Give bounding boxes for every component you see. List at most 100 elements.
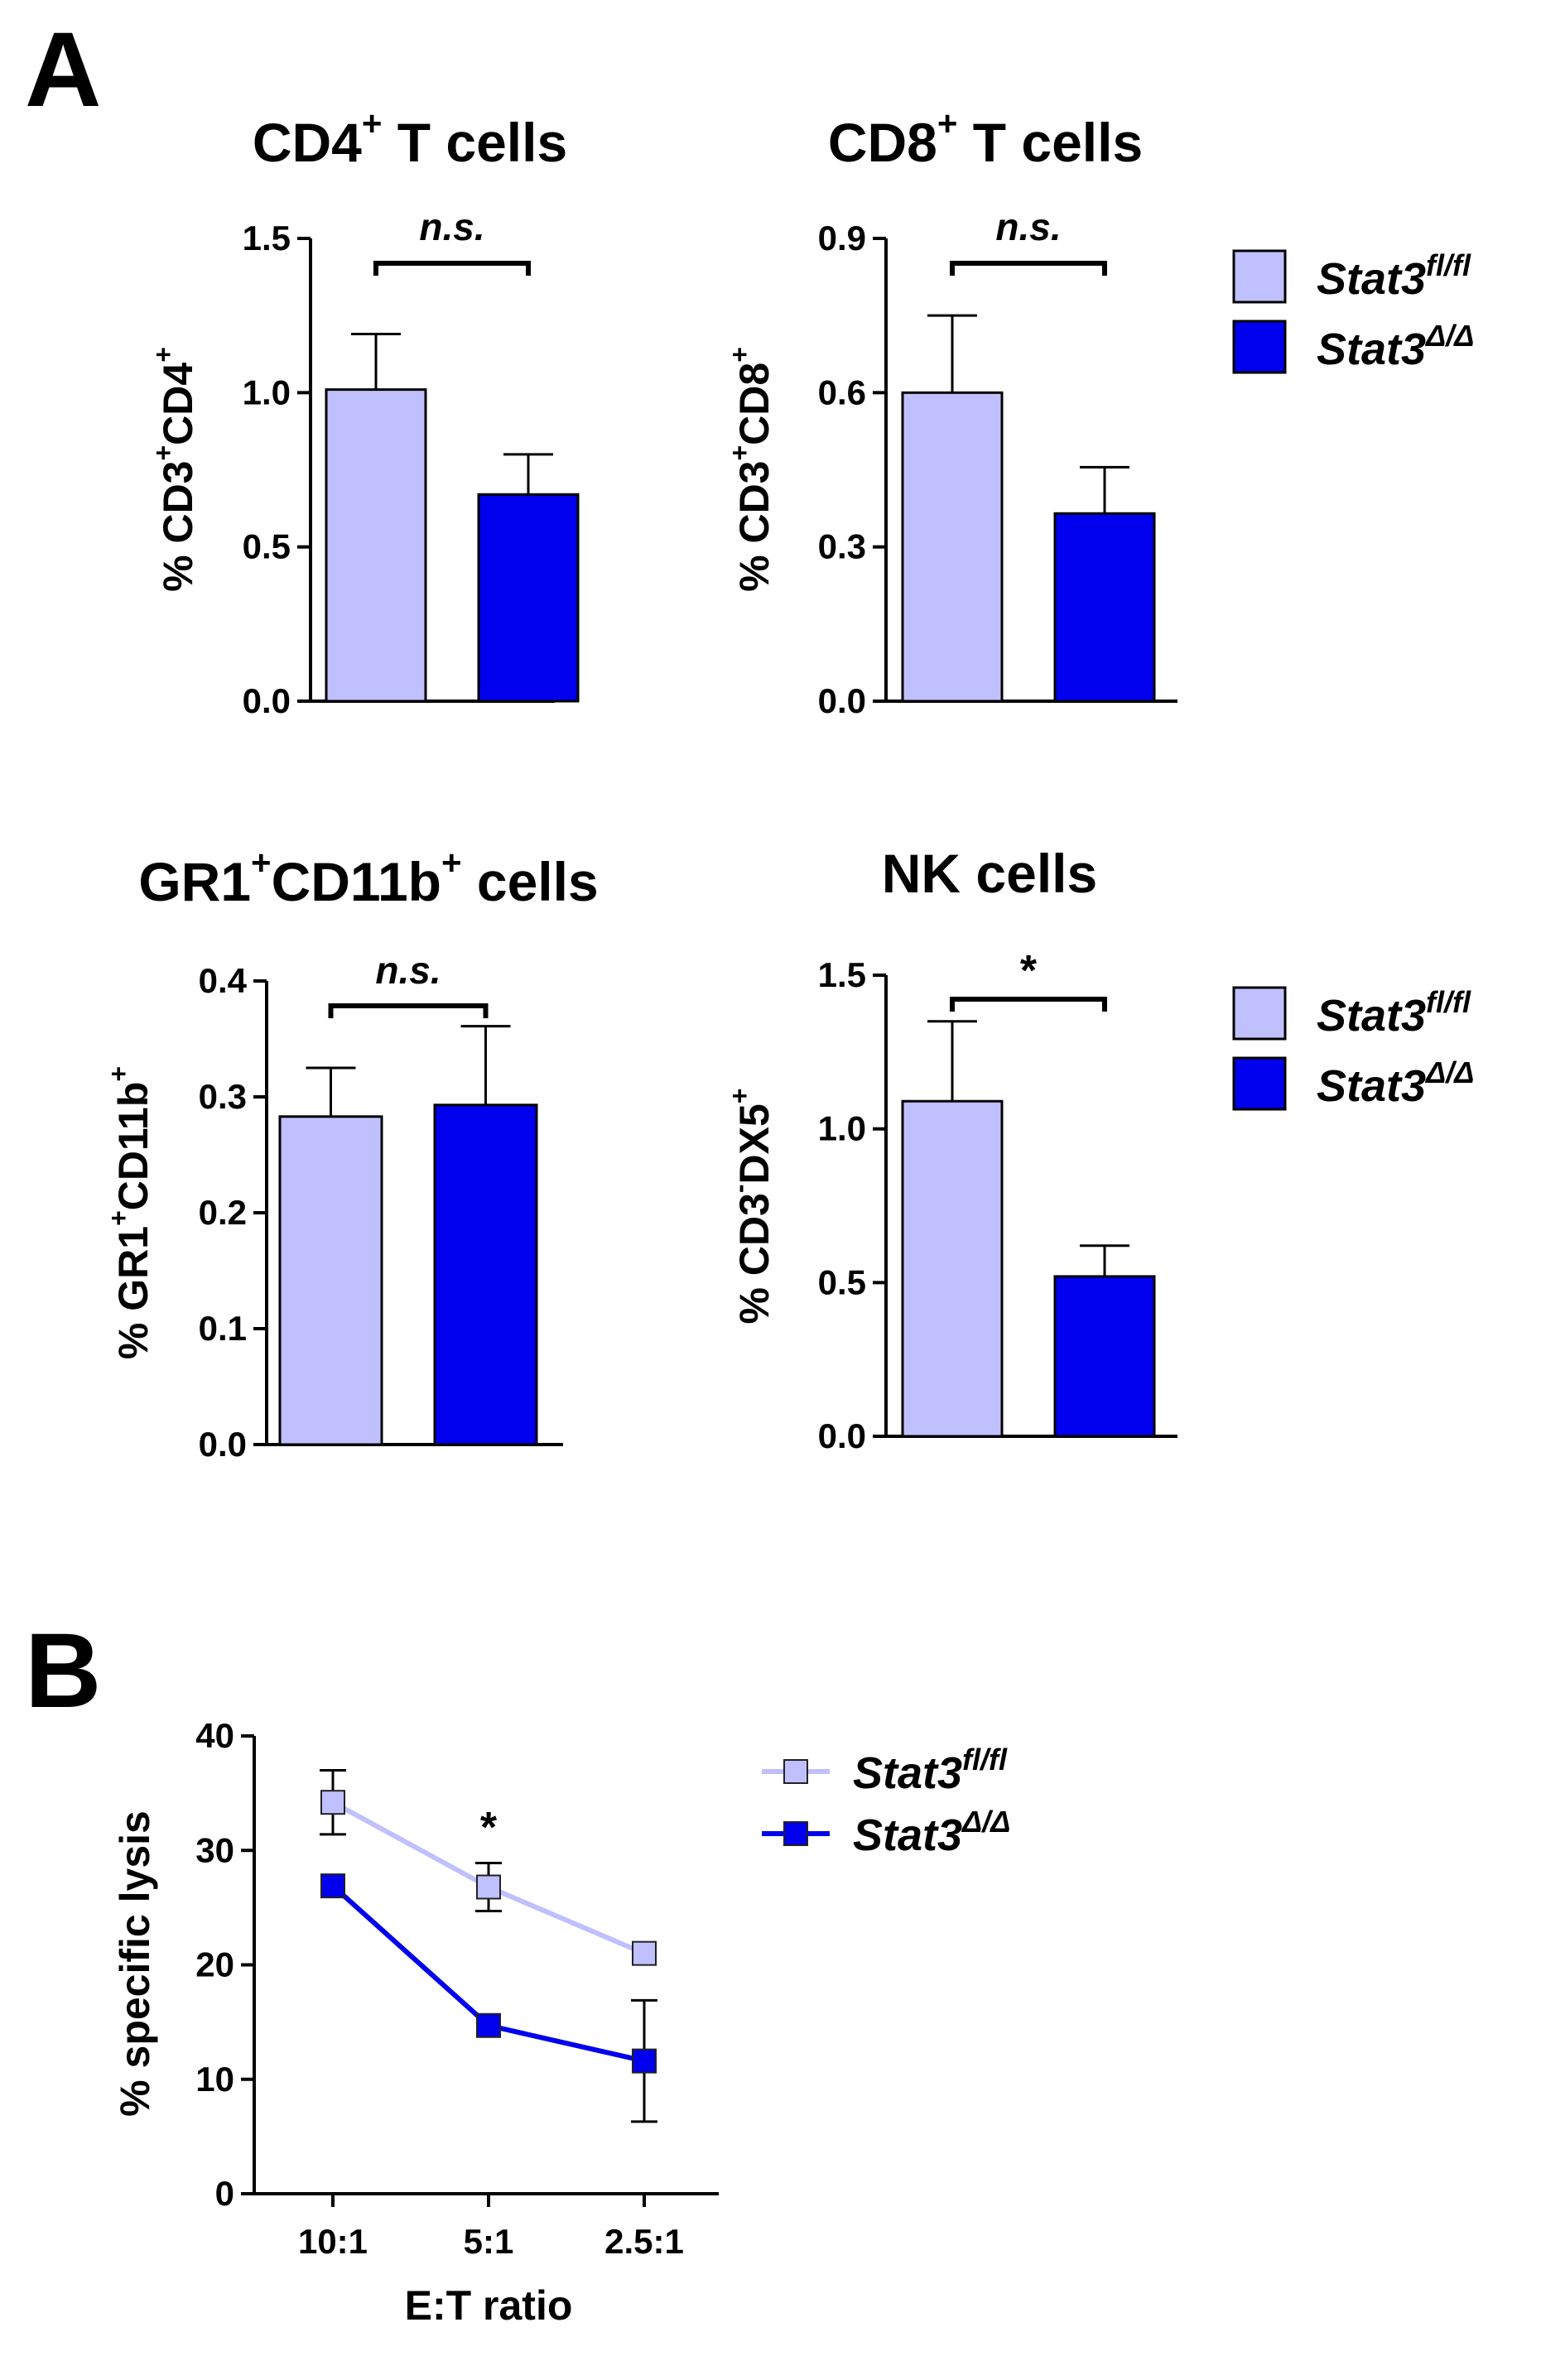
y-axis-label-sup: + [725,1089,754,1104]
legend-stat3-delta-delta-label-sup: Δ/Δ [961,1805,1010,1839]
y-axis-label-sup: - [725,1184,754,1193]
x-tick-label: 10:1 [298,2222,368,2261]
chart-title: CD8+ T cells [828,104,1143,174]
y-tick-label: 0.0 [818,1416,866,1455]
bar-stat3-delta-delta [1053,512,1156,703]
chart-title-sup: + [937,104,958,143]
y-axis-label-part: % GR1 [110,1226,157,1359]
y-tick-label: 30 [195,1830,234,1869]
chart-title-part: GR1 [138,851,251,912]
y-axis-label-part: CD11b [110,1082,157,1211]
chart-cd8-t-cells: CD8+ T cells% CD3+CD8+0.00.30.60.9 n.s. [725,104,1177,720]
y-tick-label: 0.5 [243,527,291,566]
series-stat3-delta-delta-point [320,1873,345,1899]
y-tick-label: 0 [215,2174,234,2213]
y-tick-label: 0.4 [199,961,248,1000]
legend-stat3-fl-fl-swatch [1232,986,1287,1041]
legend-stat3-fl-fl-label-sup: fl/fl [1426,985,1471,1019]
y-tick-label: 0.3 [818,527,866,566]
y-tick-label: 1.0 [243,373,291,411]
chart-title: GR1+CD11b+ cells [138,844,598,913]
bar-stat3-delta-delta [477,493,580,703]
y-tick-label: 0.3 [199,1077,247,1116]
legend-stat3-delta-delta-label: Stat3Δ/Δ [1317,319,1474,374]
series-stat3-delta-delta-point [632,2048,657,2074]
bar-stat3-fl-fl [278,1115,383,1446]
legend-stat3-delta-delta-label: Stat3Δ/Δ [853,1805,1010,1860]
y-tick-label: 0.2 [199,1193,247,1232]
y-tick-label: 0.6 [818,373,866,411]
legend-stat3-fl-fl-label-sup: fl/fl [962,1743,1008,1777]
y-axis-label: % CD3+CD4+ [148,347,201,592]
chart-title-part: NK cells [882,843,1097,904]
x-tick-label: 2.5:1 [604,2222,684,2261]
legend-stat3-delta-delta-label-base: Stat3 [1317,325,1426,374]
y-axis-label-part: CD8 [731,363,778,445]
legend-stat3-delta-delta-label-sup: Δ/Δ [1424,319,1474,353]
legend-stat3-fl-fl-label-base: Stat3 [1317,991,1426,1041]
y-tick-label: 1.5 [818,955,866,994]
bar-stat3-delta-delta [433,1103,538,1446]
legend-stat3-delta-delta-swatch [1232,320,1287,374]
chart-title-sup: + [362,104,383,143]
x-axis-label: E:T ratio [405,2282,573,2329]
chart-title-part: CD8 [828,112,937,173]
y-axis-label: % CD3+CD8+ [725,347,778,592]
y-axis-label-sup: + [104,1066,133,1082]
legend-stat3-fl-fl-swatch-marker [783,1759,808,1784]
series-stat3-fl-fl-point [476,1874,501,1900]
chart-title: NK cells [882,843,1097,904]
chart-title: CD4+ T cells [253,104,567,174]
y-axis-label: % GR1+CD11b+ [104,1066,157,1359]
chart-gr1-cd11b-cells: GR1+CD11b+ cells% GR1+CD11b+0.00.10.20.3… [104,844,599,1464]
series-stat3-delta-delta-point [476,2012,501,2038]
y-tick-label: 0.9 [818,219,866,257]
y-tick-label: 20 [195,1945,234,1984]
legend-stat3-fl-fl-label: Stat3fl/fl [1317,985,1471,1041]
y-axis-label: % specific lysis [112,1810,158,2117]
y-tick-label: 40 [195,1716,234,1755]
significance-label: * [1020,947,1038,995]
y-tick-label: 1.5 [243,219,291,257]
y-tick-label: 0.1 [199,1309,247,1348]
chart-title-part: T cells [382,112,567,173]
bar-stat3-fl-fl [901,1099,1004,1438]
chart-title-part: CD4 [253,112,362,173]
significance-label: * [480,1804,498,1852]
chart-cd4-t-cells: CD4+ T cells % CD3+CD4+ 0.0 0.5 1.0 1.5 n.s. [148,104,580,720]
legend-stat3-fl-fl-label-sup: fl/fl [1426,248,1471,282]
legend-stat3-fl-fl-label-base: Stat3 [1317,254,1426,304]
significance-bracket [950,261,1107,276]
y-axis-label-part: % CD3 [155,461,201,592]
y-tick-label: 0.0 [199,1425,247,1464]
y-axis-label-sup: + [104,1210,133,1226]
legend-stat3-delta-delta-label-sup: Δ/Δ [1424,1055,1474,1089]
legend-stat3-delta-delta-swatch [1232,1056,1287,1111]
chart-title-sup: + [251,844,272,882]
legend-stat3-delta-delta-label-base: Stat3 [853,1810,962,1860]
y-tick-label: 1.0 [818,1109,866,1148]
chart-title-sup: + [441,844,462,882]
legend-stat3-fl-fl-swatch [1232,249,1287,304]
significance-label: n.s. [995,205,1061,248]
legend-stat3-fl-fl-label-base: Stat3 [853,1748,962,1798]
significance-bracket [950,997,1107,1012]
significance-label: n.s. [375,949,441,992]
y-axis-label-part: DX5 [731,1103,778,1184]
y-axis-label-part: % CD3 [731,461,778,592]
chart-title-part: cells [462,851,599,912]
legend-stat3-fl-fl-label: Stat3fl/fl [853,1743,1008,1798]
bar-stat3-fl-fl [901,391,1004,703]
y-axis-label-sup: + [725,347,754,363]
significance-label: n.s. [419,205,484,248]
chart-title-part: T cells [957,112,1143,173]
legend-stat3-delta-delta-label: Stat3Δ/Δ [1317,1055,1474,1111]
y-axis-label: % CD3-DX5+ [725,1089,778,1325]
series-stat3-fl-fl-point [632,1940,657,1966]
y-tick-label: 0.0 [243,681,291,720]
panel-label-b: B [25,1612,101,1730]
significance-bracket [373,261,531,276]
